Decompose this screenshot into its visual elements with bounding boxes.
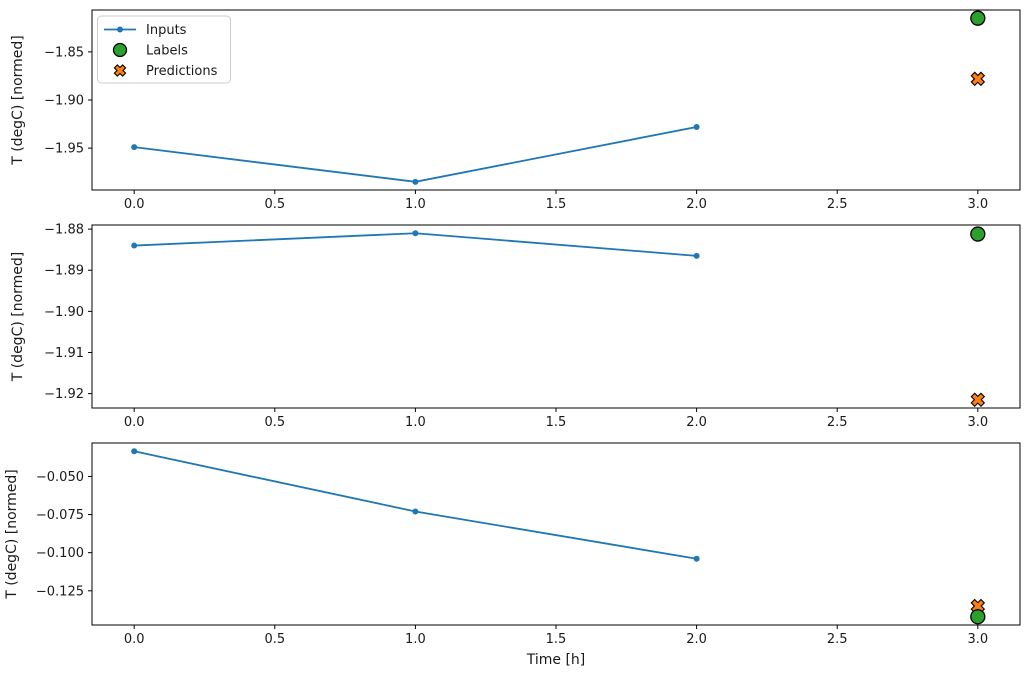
x-tick-label: 2.0 (686, 197, 707, 212)
y-tick-label: −1.85 (44, 45, 84, 60)
input-point (693, 252, 700, 259)
input-point (131, 242, 138, 249)
predictions-marker (970, 71, 986, 87)
y-tick-label: −1.88 (44, 223, 84, 238)
y-axis-label: T (degC) [normed] (4, 469, 20, 600)
predictions-marker (970, 392, 986, 408)
x-tick-label: 2.5 (827, 632, 848, 647)
legend-label: Labels (146, 44, 188, 59)
subplot-example-1: −1.85 −1.90 −1.95 0.0 0.5 1.0 1.5 2.0 2.5 3.0 T (d… (10, 9, 1021, 212)
x-tick-label: 3.0 (967, 415, 988, 430)
x-tick-label: 0.5 (264, 197, 285, 212)
x-tick-label: 0.5 (264, 632, 285, 647)
labels-marker (970, 10, 986, 26)
y-tick-label: −0.075 (36, 508, 84, 523)
x-tick-label: 3.0 (967, 632, 988, 647)
input-point (131, 144, 138, 151)
x-tick-label: 0.5 (264, 415, 285, 430)
x-axis-label: Time [h] (526, 652, 586, 668)
input-point (412, 230, 419, 237)
legend-dot-sample (117, 26, 123, 33)
x-tick-label: 3.0 (967, 197, 988, 212)
y-tick-label: −1.95 (44, 142, 84, 157)
input-point (412, 508, 419, 515)
y-tick-label: −1.91 (44, 346, 84, 361)
y-tick-label: −1.92 (44, 387, 84, 402)
axes-frame (91, 442, 1021, 626)
x-tick-label: 2.0 (686, 415, 707, 430)
legend: Inputs Labels Predictions (97, 15, 231, 84)
x-tick-label: 1.5 (546, 197, 567, 212)
y-tick-label: −0.050 (36, 470, 84, 485)
y-tick-label: −0.125 (36, 584, 84, 599)
x-tick-label: 2.5 (827, 415, 848, 430)
y-tick-label: −1.90 (44, 305, 84, 320)
x-tick-label: 0.0 (124, 632, 145, 647)
x-tick-label: 2.5 (827, 197, 848, 212)
axes-frame (91, 224, 1021, 409)
axes-frame (91, 9, 1021, 191)
x-tick-label: 2.0 (686, 632, 707, 647)
labels-marker (970, 609, 986, 625)
legend-box (97, 15, 231, 84)
input-point (131, 448, 138, 455)
legend-label: Inputs (146, 23, 187, 38)
input-point (693, 123, 700, 130)
legend-item-labels: Labels (112, 42, 188, 59)
x-tick-label: 1.0 (405, 415, 426, 430)
x-tick-label: 1.5 (546, 415, 567, 430)
y-tick-label: −1.90 (44, 94, 84, 109)
y-tick-label: −0.100 (36, 546, 84, 561)
labels-marker (970, 226, 986, 242)
x-tick-label: 0.0 (124, 415, 145, 430)
legend-x-sample (113, 64, 127, 77)
legend-item-predictions: Predictions (113, 64, 218, 79)
input-point (693, 555, 700, 562)
legend-circle-sample (112, 42, 128, 58)
y-axis-label: T (degC) [normed] (10, 35, 26, 166)
y-axis-label: T (degC) [normed] (10, 252, 26, 383)
y-tick-label: −1.89 (44, 264, 84, 279)
input-point (412, 178, 419, 185)
x-tick-label: 1.5 (546, 632, 567, 647)
x-tick-label: 1.0 (405, 197, 426, 212)
legend-label: Predictions (146, 64, 218, 79)
x-tick-label: 0.0 (124, 197, 145, 212)
x-tick-label: 1.0 (405, 632, 426, 647)
subplot-example-3: −0.050 −0.075 −0.100 −0.125 0.0 0.5 1.0 1.5 2.0 2… (4, 442, 1021, 647)
legend-item-inputs: Inputs (104, 23, 187, 38)
subplot-example-2: −1.88 −1.89 −1.90 −1.91 −1.92 0.0 0.5 1.0 1.5 2.0… (10, 223, 1021, 430)
